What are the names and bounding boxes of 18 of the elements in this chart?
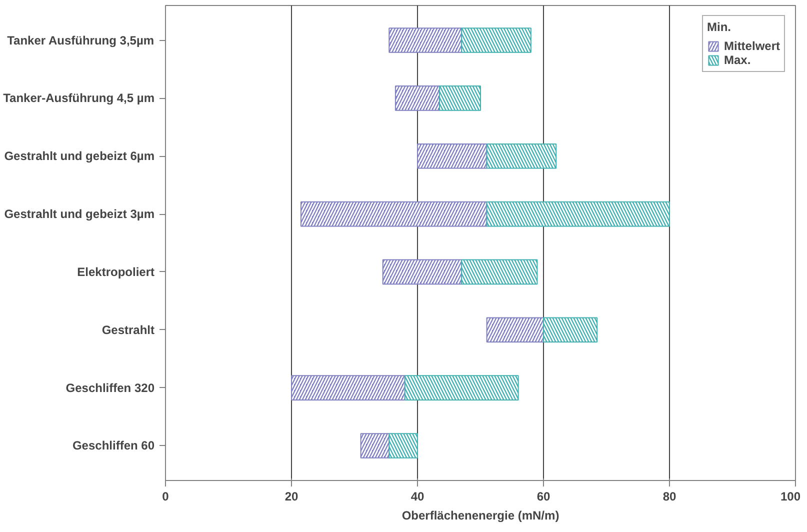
y-tick-label: Tanker-Ausführung 4,5 µm [3,91,155,106]
y-tick-label: Gestrahlt und gebeizt 6µm [4,149,155,164]
x-tick-label: 0 [162,490,170,504]
x-tick-label: 100 [780,490,801,504]
x-tick-label: 60 [536,490,550,504]
y-tick-label: Elektropoliert [77,264,155,279]
y-tick-label: Gestrahlt [102,322,155,337]
x-tick-label: 80 [662,490,676,504]
legend-label: Max. [724,53,751,67]
y-tick-label: Geschliffen 320 [66,380,155,395]
y-tick-label: Geschliffen 60 [72,438,155,453]
x-tick-label: 20 [284,490,298,504]
legend-title: Min. [706,20,732,34]
y-tick-label: Tanker Ausführung 3,5µm [7,33,154,48]
x-tick-label: 40 [410,490,424,504]
y-tick-label: Gestrahlt und gebeizt 3µm [4,207,155,222]
legend-label: Mittelwert [724,39,780,53]
x-axis-title: Oberflächenenergie (mN/m) [402,508,560,522]
